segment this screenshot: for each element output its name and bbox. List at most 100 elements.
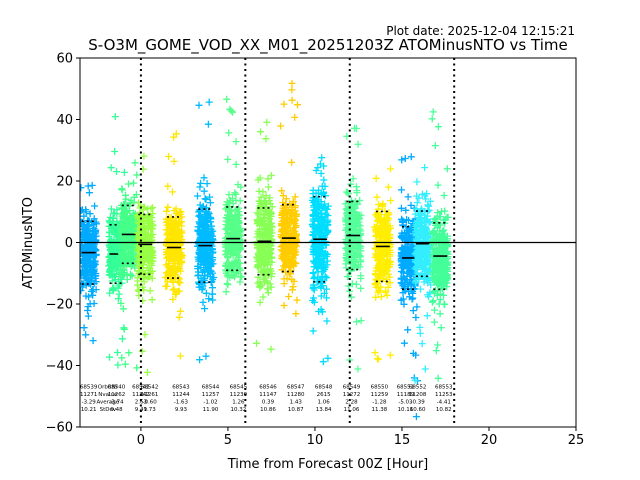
- chart-title: S-O3M_GOME_VOD_XX_M01_20251203Z ATOMinus…: [88, 36, 567, 55]
- y-tick-label: −20: [46, 298, 73, 313]
- orbit-series-68547: [277, 79, 301, 318]
- stats-stdev: 9.93: [175, 407, 188, 413]
- orbit-series-68545: [221, 95, 246, 296]
- y-tick-label: 0: [65, 236, 73, 251]
- stats-average: 0.39: [262, 399, 275, 405]
- stats-nvalue: 11262: [108, 392, 126, 398]
- x-tick-label: 25: [568, 433, 585, 448]
- orbit-points-68550: [370, 165, 395, 363]
- plot-date: Plot date: 2025-12-04 12:15:21: [386, 24, 575, 38]
- y-tick-label: −40: [46, 359, 73, 374]
- stats-average: 2.63: [135, 399, 148, 405]
- stats-block-68547: 68547 11280 1.43 10.87: [287, 384, 305, 413]
- orbit-series-68553: [428, 108, 452, 382]
- stats-stdev: 10.16: [398, 407, 414, 413]
- stats-stdev: 10.87: [288, 407, 304, 413]
- stats-average: -5.03: [398, 399, 413, 405]
- stats-orbit: 68544: [202, 384, 220, 390]
- stats-header-label: OrbitNr: [98, 384, 119, 390]
- stats-nvalue: 11257: [202, 392, 220, 398]
- stats-block-68539: 68539 11271 -3.29 10.21: [80, 384, 98, 413]
- stats-nvalue: 11261: [141, 392, 159, 398]
- stats-average: -0.60: [142, 399, 157, 405]
- stats-header: OrbitNr Nvalue Average StDev: [97, 384, 120, 413]
- y-tick-label: 20: [56, 175, 73, 190]
- x-tick-label: 20: [481, 433, 498, 448]
- y-axis-label: ATOMinusNTO: [21, 197, 36, 289]
- orbit-points-68545: [221, 95, 246, 296]
- stats-stdev: 10.21: [81, 407, 97, 413]
- stats-stdev: 9.41: [135, 407, 147, 413]
- orbit-points-68549: [341, 124, 365, 373]
- stats-nvalue: 11147: [259, 392, 277, 398]
- stats-nvalue: 11189: [397, 392, 415, 398]
- orbit-series-68549: [341, 124, 365, 373]
- stats-orbit: 68540: [108, 384, 126, 390]
- stats-nvalue: 11230: [230, 392, 248, 398]
- stats-nvalue: 2615: [317, 392, 331, 398]
- orbit-points-68539: [80, 181, 100, 345]
- stats-header-label: Average: [97, 399, 120, 405]
- axes: 0 5 10 15 20 25 −60 −40 −20 0 20 40 60: [46, 52, 585, 449]
- stats-orbit: 68553: [435, 384, 453, 390]
- stats-nvalue: 11271: [80, 392, 98, 398]
- stats-block-68552: 68552 11208 -0.39 10.60: [409, 384, 427, 413]
- stats-average: -1.63: [174, 399, 189, 405]
- stats-average: -3.29: [82, 399, 97, 405]
- stats-orbit: 68548: [315, 384, 333, 390]
- scatter-points: [80, 79, 452, 421]
- orbit-points-68544: [194, 98, 218, 364]
- orbit-series-68548: [308, 154, 332, 366]
- stats-header-label: StDev: [100, 407, 117, 413]
- stats-average: 2.28: [345, 399, 358, 405]
- stats-orbit: 68539: [80, 384, 98, 390]
- stats-orbit: 68541: [132, 384, 150, 390]
- stats-stdev: 11.06: [344, 407, 360, 413]
- stats-orbit: 68551: [397, 384, 415, 390]
- stats-average: -0.39: [411, 399, 426, 405]
- stats-block-68551: 68551 11189 -5.03 10.16: [397, 384, 415, 413]
- stats-nvalue: 11244: [172, 392, 190, 398]
- orbit-points-68553: [428, 108, 452, 382]
- stats-stdev: 11.90: [203, 407, 219, 413]
- stats-average: -1.28: [372, 399, 387, 405]
- orbit-points-68546: [253, 118, 276, 353]
- stats-orbit: 68545: [230, 384, 248, 390]
- stats-nvalue: 11253: [435, 392, 453, 398]
- orbit-series-68541: [117, 159, 141, 372]
- orbit-points-68547: [277, 79, 301, 318]
- stats-stdev: 9.48: [110, 407, 123, 413]
- stats-block-68550: 68550 11259 -1.28 11.38: [371, 384, 389, 413]
- stats-orbit: 68543: [172, 384, 190, 390]
- stats-block-68546: 68546 11147 0.39 10.86: [259, 384, 277, 413]
- orbit-points-68552: [411, 164, 435, 384]
- stats-stdev: 10.32: [230, 407, 246, 413]
- stats-average: -4.41: [437, 399, 451, 405]
- stats-block-68540: 68540 11262 -3.74 9.48: [108, 384, 126, 413]
- orbit-points-68548: [308, 154, 332, 366]
- stats-stdev: 11.38: [371, 407, 387, 413]
- stats-stdev: 10.82: [436, 407, 452, 413]
- x-tick-label: 10: [307, 433, 324, 448]
- x-axis-label: Time from Forecast 00Z [Hour]: [227, 457, 429, 472]
- orbit-series-68546: [253, 118, 276, 353]
- y-tick-label: −60: [46, 421, 73, 436]
- stats-average: 1.43: [290, 399, 303, 405]
- orbit-series-68543: [161, 130, 186, 360]
- y-tick-label: 40: [56, 113, 73, 128]
- stats-orbit: 68552: [409, 384, 427, 390]
- x-tick-label: 0: [137, 433, 145, 448]
- stats-stdev: 9.73: [143, 407, 156, 413]
- orbit-series-68550: [370, 165, 395, 363]
- y-tick-label: 60: [56, 52, 73, 67]
- orbit-points-68542: [133, 152, 157, 376]
- stats-average: 1.06: [318, 399, 331, 405]
- stats-orbit: 68549: [343, 384, 361, 390]
- orbit-series-68539: [80, 181, 100, 345]
- orbit-points-68543: [161, 130, 186, 360]
- stats-block-68545: 68545 11230 1.26 10.32: [230, 384, 248, 413]
- stats-block-68553: 68553 11253 -4.41 10.82: [435, 384, 453, 413]
- orbit-points-68541: [117, 159, 141, 372]
- stats-nvalue: 11280: [287, 392, 305, 398]
